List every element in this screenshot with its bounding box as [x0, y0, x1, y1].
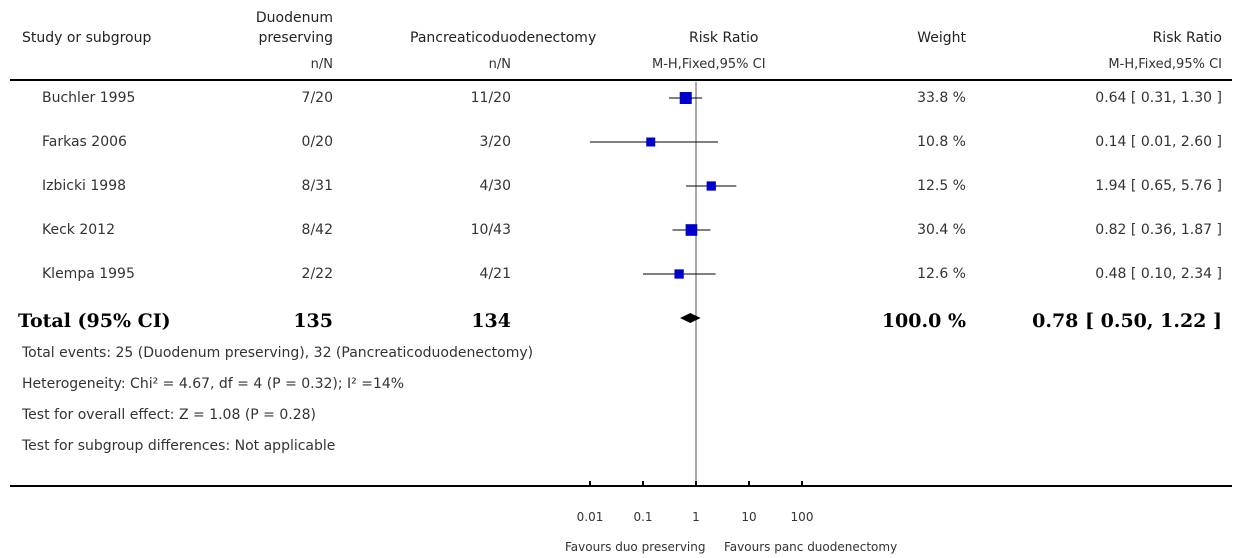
- table-row-study: Izbicki 1998: [42, 178, 127, 194]
- header-group1-line1: Duodenum: [255, 10, 333, 26]
- axis-tick-label: 100: [791, 510, 814, 524]
- total-g2: 134: [471, 310, 511, 332]
- table-row-g2: 3/20: [479, 134, 511, 150]
- total-rr: 0.78 [ 0.50, 1.22 ]: [1032, 310, 1222, 332]
- table-row-g2: 11/20: [470, 90, 511, 106]
- total-g1: 135: [293, 310, 333, 332]
- table-row-study: Farkas 2006: [42, 134, 127, 150]
- table-row-g2: 4/21: [479, 266, 511, 282]
- subheader-rr-plot: M-H,Fixed,95% CI: [652, 57, 766, 72]
- header-rule: [10, 79, 1232, 81]
- overall-effect-note: Test for overall effect: Z = 1.08 (P = 0…: [22, 407, 316, 423]
- header-rr-text: Risk Ratio: [1152, 30, 1222, 46]
- header-study: Study or subgroup: [22, 30, 152, 46]
- subheader-rr-text: M-H,Fixed,95% CI: [1108, 57, 1222, 72]
- heterogeneity-note: Heterogeneity: Chi² = 4.67, df = 4 (P = …: [22, 376, 405, 392]
- effect-square: [706, 181, 716, 191]
- table-row-g1: 8/42: [301, 222, 333, 238]
- pooled-diamond: [680, 313, 701, 323]
- axis-tick-label: 0.01: [577, 510, 604, 524]
- table-row-weight: 33.8 %: [917, 90, 966, 106]
- table-row-weight: 30.4 %: [917, 222, 966, 238]
- table-row-study: Klempa 1995: [42, 266, 135, 282]
- header-rr-plot: Risk Ratio: [689, 30, 759, 46]
- header-weight: Weight: [917, 30, 966, 46]
- table-row-rr: 0.14 [ 0.01, 2.60 ]: [1095, 134, 1222, 150]
- table-row-rr: 0.64 [ 0.31, 1.30 ]: [1095, 90, 1222, 106]
- subheader-group1: n/N: [310, 57, 333, 72]
- table-row-weight: 12.6 %: [917, 266, 966, 282]
- table-row-study: Keck 2012: [42, 222, 115, 238]
- table-row-g2: 10/43: [470, 222, 511, 238]
- effect-square: [674, 269, 684, 279]
- bottom-rule: [10, 485, 1232, 487]
- table-row-rr: 1.94 [ 0.65, 5.76 ]: [1095, 178, 1222, 194]
- total-events-note: Total events: 25 (Duodenum preserving), …: [22, 345, 534, 361]
- axis-tick-label: 0.1: [633, 510, 652, 524]
- table-row-rr: 0.48 [ 0.10, 2.34 ]: [1095, 266, 1222, 282]
- table-row-weight: 10.8 %: [917, 134, 966, 150]
- subgroup-note: Test for subgroup differences: Not appli…: [22, 438, 336, 454]
- table-row-g1: 0/20: [301, 134, 333, 150]
- axis-tick-label: 1: [692, 510, 700, 524]
- header-group2: Pancreaticoduodenectomy: [410, 30, 597, 46]
- axis-tick-label: 10: [741, 510, 756, 524]
- table-row-study: Buchler 1995: [42, 90, 136, 106]
- total-label: Total (95% CI): [18, 310, 171, 332]
- effect-square: [646, 137, 656, 147]
- table-row-weight: 12.5 %: [917, 178, 966, 194]
- subheader-group2: n/N: [488, 57, 511, 72]
- effect-square: [679, 92, 692, 104]
- effect-square: [685, 224, 698, 236]
- favours-left-label: Favours duo preserving: [565, 540, 706, 554]
- header-group1-line2: preserving: [258, 30, 333, 46]
- table-row-g1: 8/31: [301, 178, 333, 194]
- table-row-g1: 7/20: [301, 90, 333, 106]
- table-row-g1: 2/22: [301, 266, 333, 282]
- table-row-g2: 4/30: [479, 178, 511, 194]
- favours-right-label: Favours panc duodenectomy: [724, 540, 898, 554]
- table-row-rr: 0.82 [ 0.36, 1.87 ]: [1095, 222, 1222, 238]
- total-weight: 100.0 %: [881, 310, 966, 332]
